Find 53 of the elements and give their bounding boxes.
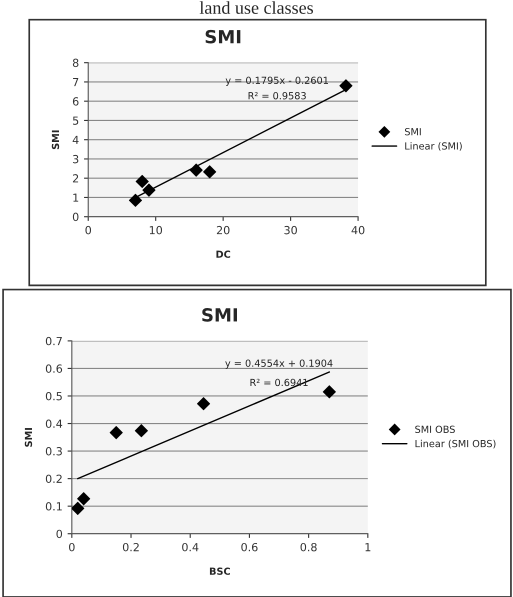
y-tick-label: 0.1 (46, 502, 62, 511)
y-tick-label: 3 (72, 154, 78, 164)
point (110, 426, 123, 440)
x-axis-title: DC (216, 250, 230, 258)
y-tick-label: 1 (73, 194, 78, 202)
legend-label: Linear (SMI) (405, 142, 462, 151)
x-tick-label: 10 (150, 226, 162, 234)
y-tick-label: 0.6 (46, 364, 62, 373)
annotation: y = 0.4554x + 0.1904 (225, 359, 333, 369)
legend-label: Linear (SMI OBS) (416, 440, 496, 448)
y-tick-label: 0.2 (46, 474, 62, 484)
annotation: y = 0.1795x - 0.2601 (226, 76, 328, 86)
point (322, 385, 336, 398)
x-tick-label: 0 (85, 226, 92, 234)
x-tick-label: 0.2 (122, 542, 139, 552)
y-tick-label: 0 (56, 530, 62, 538)
x-tick-label: 40 (352, 226, 364, 234)
point (72, 502, 84, 515)
point (203, 165, 216, 178)
point (196, 397, 210, 410)
annotation: R² = 0.9583 (248, 92, 306, 100)
point (339, 79, 352, 92)
point (136, 174, 149, 188)
point (190, 164, 203, 177)
x-axis-title: BSC (210, 568, 230, 575)
x-tick-label: 30 (284, 226, 297, 234)
text: land use classes (200, 1, 313, 14)
y-axis-title: SMI (24, 428, 32, 447)
y-tick-label: 0.4 (46, 420, 62, 428)
x-tick-label: 20 (216, 226, 230, 234)
y-tick-label: 0.5 (46, 392, 62, 400)
point (134, 424, 148, 438)
point (77, 492, 90, 506)
x-tick-label: 0.4 (182, 542, 198, 552)
y-tick-label: 7 (73, 78, 78, 86)
y-tick-label: 6 (72, 97, 79, 106)
x-tick-label: 1 (366, 543, 370, 552)
y-tick-label: 4 (72, 136, 79, 144)
legend-label: SMI (404, 128, 421, 136)
y-tick-label: 0.3 (46, 447, 62, 456)
y-tick-label: 5 (72, 116, 78, 125)
point (142, 184, 156, 197)
y-tick-label: 2 (72, 174, 78, 182)
x-tick-label: 0.6 (241, 542, 258, 552)
y-tick-label: 8 (72, 58, 78, 68)
chart-title: SMI (202, 308, 237, 322)
y-axis-title: SMI (52, 130, 60, 150)
chart-title: SMI (206, 30, 240, 44)
point (128, 194, 142, 207)
x-tick-label: 0.8 (300, 542, 317, 552)
y-tick-label: 0.7 (46, 336, 62, 346)
y-tick-label: 0 (72, 212, 78, 222)
legend-label: SMI OBS (415, 426, 455, 433)
